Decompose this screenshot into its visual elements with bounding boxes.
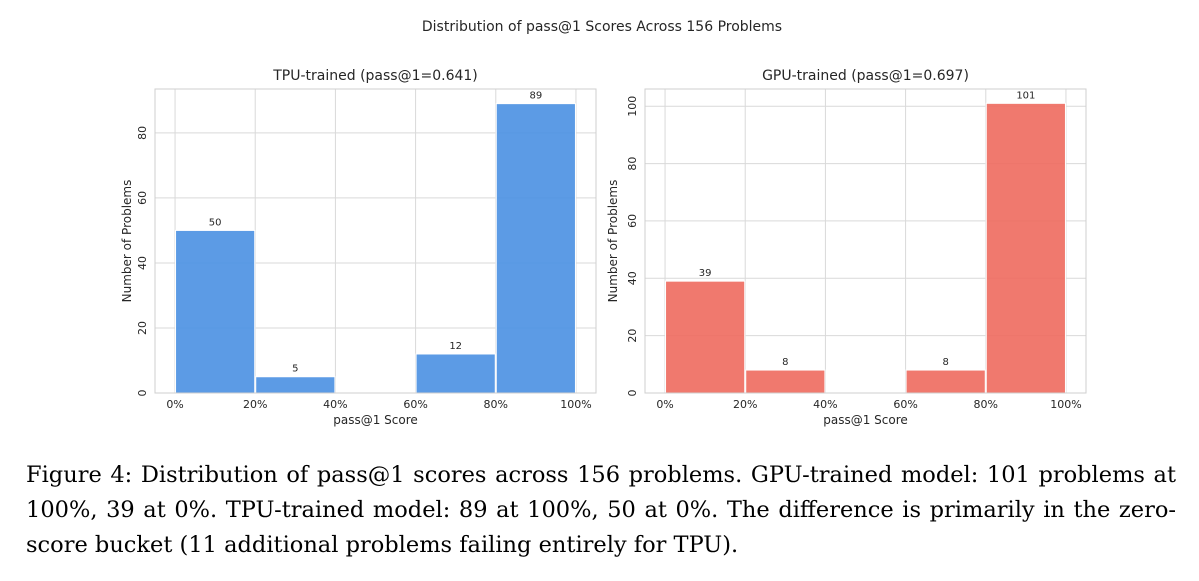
figure: Distribution of pass@1 Scores Across 156… [120,19,1087,427]
tpu-panel-title: TPU-trained (pass@1=0.641) [272,68,478,84]
tpu-x-tick-label-4: 80% [484,398,508,411]
gpu-panel-title: GPU-trained (pass@1=0.697) [762,68,969,84]
gpu-y-tick-label-4: 80 [626,157,639,171]
tpu-y-tick-label-4: 80 [136,126,149,140]
tpu-x-tick-label-5: 100% [560,398,591,411]
figure-suptitle: Distribution of pass@1 Scores Across 156… [422,19,782,35]
gpu-bar-0 [665,280,746,394]
gpu-data-label-0: 39 [699,268,712,279]
panel-gpu: 39 8 8 101 0% 20% 40% 60% 80% 100% 0 20 40 60 80 100 GPU… [606,68,1087,427]
gpu-data-label-1: 8 [782,357,788,368]
gpu-x-axis-label: pass@1 Score [823,413,908,427]
tpu-bar-4 [495,103,576,394]
tpu-x-tick-label-3: 60% [403,398,427,411]
tpu-bar-1 [255,376,336,394]
tpu-x-tick-label-1: 20% [243,398,267,411]
tpu-y-tick-label-1: 20 [136,321,149,335]
gpu-x-tick-label-3: 60% [893,398,917,411]
gpu-x-tick-label-4: 80% [974,398,998,411]
tpu-x-tick-label-0: 0% [166,398,183,411]
tpu-x-axis-label: pass@1 Score [333,413,418,427]
gpu-x-tick-label-0: 0% [656,398,673,411]
tpu-data-label-0: 50 [209,217,222,228]
gpu-data-label-3: 8 [942,357,948,368]
tpu-bar-0 [175,229,256,394]
panel-tpu: 50 5 12 89 0% 20% 40% 60% 80% 100% 0 20 40 60 80 TPU-tr… [120,68,597,427]
gpu-y-tick-label-5: 100 [626,96,639,117]
tpu-axes-frame [154,88,597,394]
figure-caption: Figure 4: Distribution of pass@1 scores … [26,462,1176,558]
tpu-data-label-3: 12 [449,341,462,352]
tpu-data-label-1: 5 [292,364,298,375]
tpu-y-tick-label-2: 40 [136,256,149,270]
gpu-x-tick-label-1: 20% [733,398,757,411]
gpu-bar-4 [985,102,1066,394]
tpu-y-axis-label: Number of Problems [120,180,134,303]
gpu-y-tick-label-1: 20 [626,329,639,343]
gpu-axes-frame [644,88,1087,394]
gpu-x-tick-label-5: 100% [1050,398,1081,411]
tpu-x-tick-label-2: 40% [323,398,347,411]
tpu-data-label-4: 89 [529,91,542,102]
tpu-y-tick-label-3: 60 [136,191,149,205]
gpu-y-tick-label-2: 40 [626,271,639,285]
tpu-y-tick-label-0: 0 [136,390,149,397]
gpu-x-tick-label-2: 40% [813,398,837,411]
gpu-y-tick-label-3: 60 [626,214,639,228]
gpu-y-axis-label: Number of Problems [606,180,620,303]
gpu-y-tick-label-0: 0 [626,390,639,397]
tpu-bar-3 [415,353,496,394]
gpu-bar-1 [745,369,826,394]
gpu-bar-3 [905,369,986,394]
gpu-data-label-4: 101 [1016,90,1035,101]
